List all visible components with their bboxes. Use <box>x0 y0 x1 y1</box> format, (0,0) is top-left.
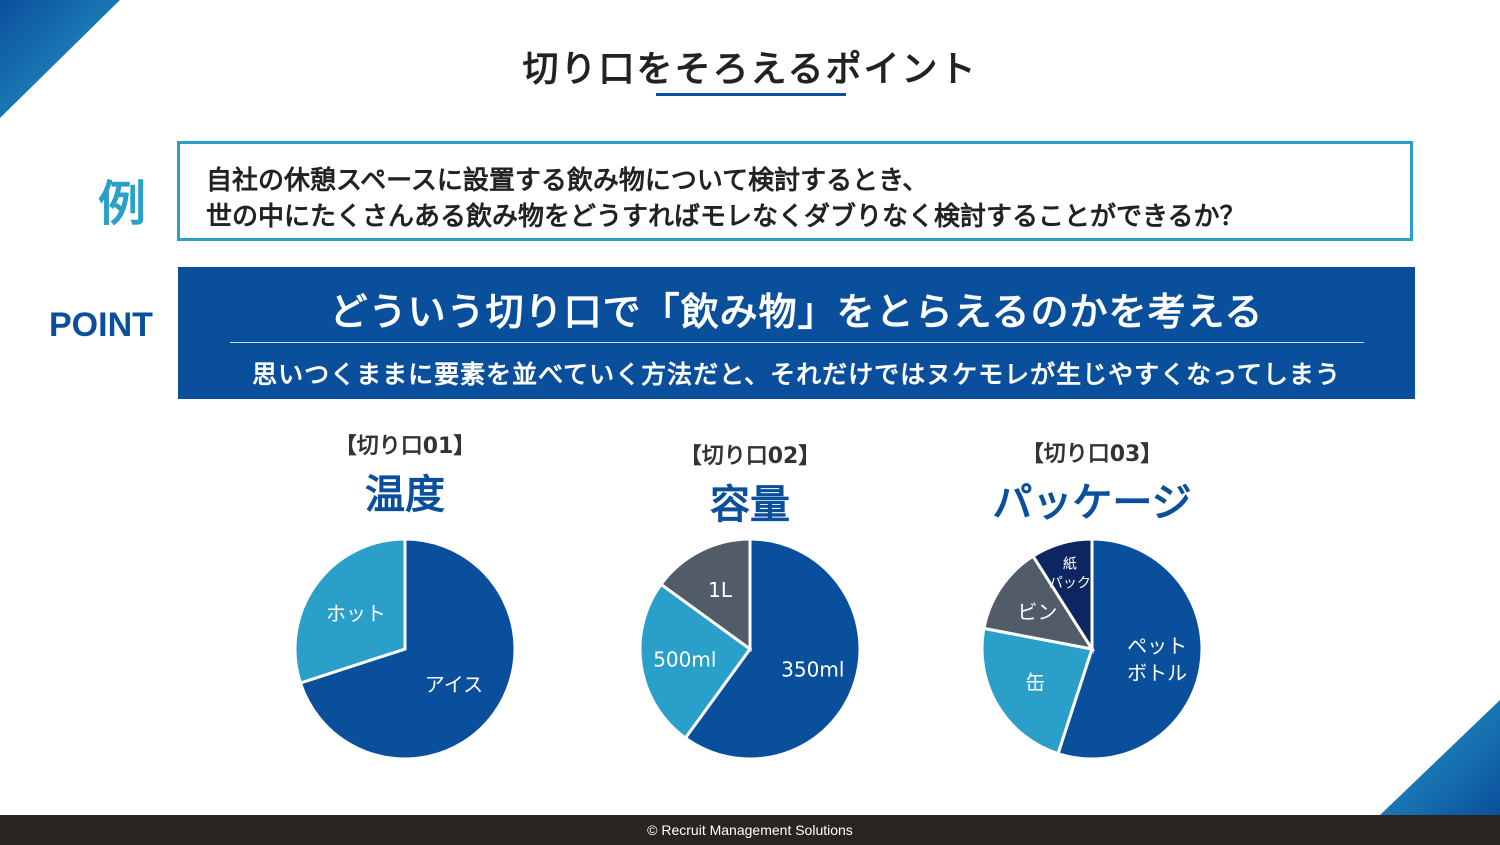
corner-decoration-bottom-right <box>1380 700 1500 815</box>
example-text-line-2: 世の中にたくさんある飲み物をどうすればモレなくダブりなく検討することができるか？ <box>206 202 1246 232</box>
cut-03-title: パッケージ <box>992 480 1192 526</box>
pie-slice-label: 紙パック <box>1049 556 1091 591</box>
pie-slice-label: ビン <box>1017 600 1057 624</box>
point-divider <box>230 342 1364 343</box>
pie-slice <box>658 537 752 652</box>
pie-slice-label: 500ml <box>653 647 716 671</box>
pie-slice <box>293 537 407 685</box>
example-text-line-1: 自社の休憩スペースに設置する飲み物について検討するとき、 <box>206 166 929 196</box>
pie-slice-label: 缶 <box>1025 671 1045 695</box>
point-label: POINT <box>49 306 153 344</box>
point-main-text: どういう切り口で「飲み物」をとらえるのかを考える <box>329 290 1264 334</box>
pie-slice <box>683 537 862 761</box>
point-sub-text: 思いつくままに要素を並べていく方法だと、それだけではヌケモレが生じやすくなってし… <box>252 360 1341 389</box>
pie-slice-label: ペットボトル <box>1127 634 1187 685</box>
page-title: 切り口をそろえるポイント <box>522 49 978 90</box>
cut-01-title: 温度 <box>365 472 445 518</box>
cut-02-tag: 【切り口02】 <box>679 444 821 469</box>
cut-01-header: 【切り口01】 温度 <box>255 428 555 520</box>
pie-slice <box>298 537 517 761</box>
footer-copyright: © Recruit Management Solutions <box>0 815 1500 845</box>
example-box: 自社の休憩スペースに設置する飲み物について検討するとき、 世の中にたくさんある飲… <box>177 141 1413 241</box>
pie-slice-label: アイス <box>425 673 483 697</box>
pie-slice <box>1056 537 1204 761</box>
corner-decoration-top-left <box>0 0 120 118</box>
cut-01-tag: 【切り口01】 <box>334 434 476 459</box>
cut-02-header: 【切り口02】 容量 <box>600 438 900 530</box>
pie-slice <box>980 626 1094 756</box>
cut-03-header: 【切り口03】 パッケージ <box>942 436 1242 528</box>
title-underline <box>656 93 846 96</box>
pie-slice-label: 1L <box>708 578 733 602</box>
example-label: 例 <box>98 176 147 232</box>
cut-03-tag: 【切り口03】 <box>1021 442 1163 467</box>
pie-slice-label: 350ml <box>781 657 844 681</box>
pie-slice-label: ホット <box>326 601 386 625</box>
pie-chart-temperature: アイス ホット <box>293 537 517 761</box>
cut-02-title: 容量 <box>710 482 790 528</box>
pie-slice <box>1030 537 1094 655</box>
point-box: どういう切り口で「飲み物」をとらえるのかを考える 思いつくままに要素を並べていく… <box>178 267 1415 399</box>
pie-slice <box>638 582 753 741</box>
pie-slice <box>982 554 1096 652</box>
pie-chart-capacity: 350ml 500ml 1L <box>638 537 862 761</box>
